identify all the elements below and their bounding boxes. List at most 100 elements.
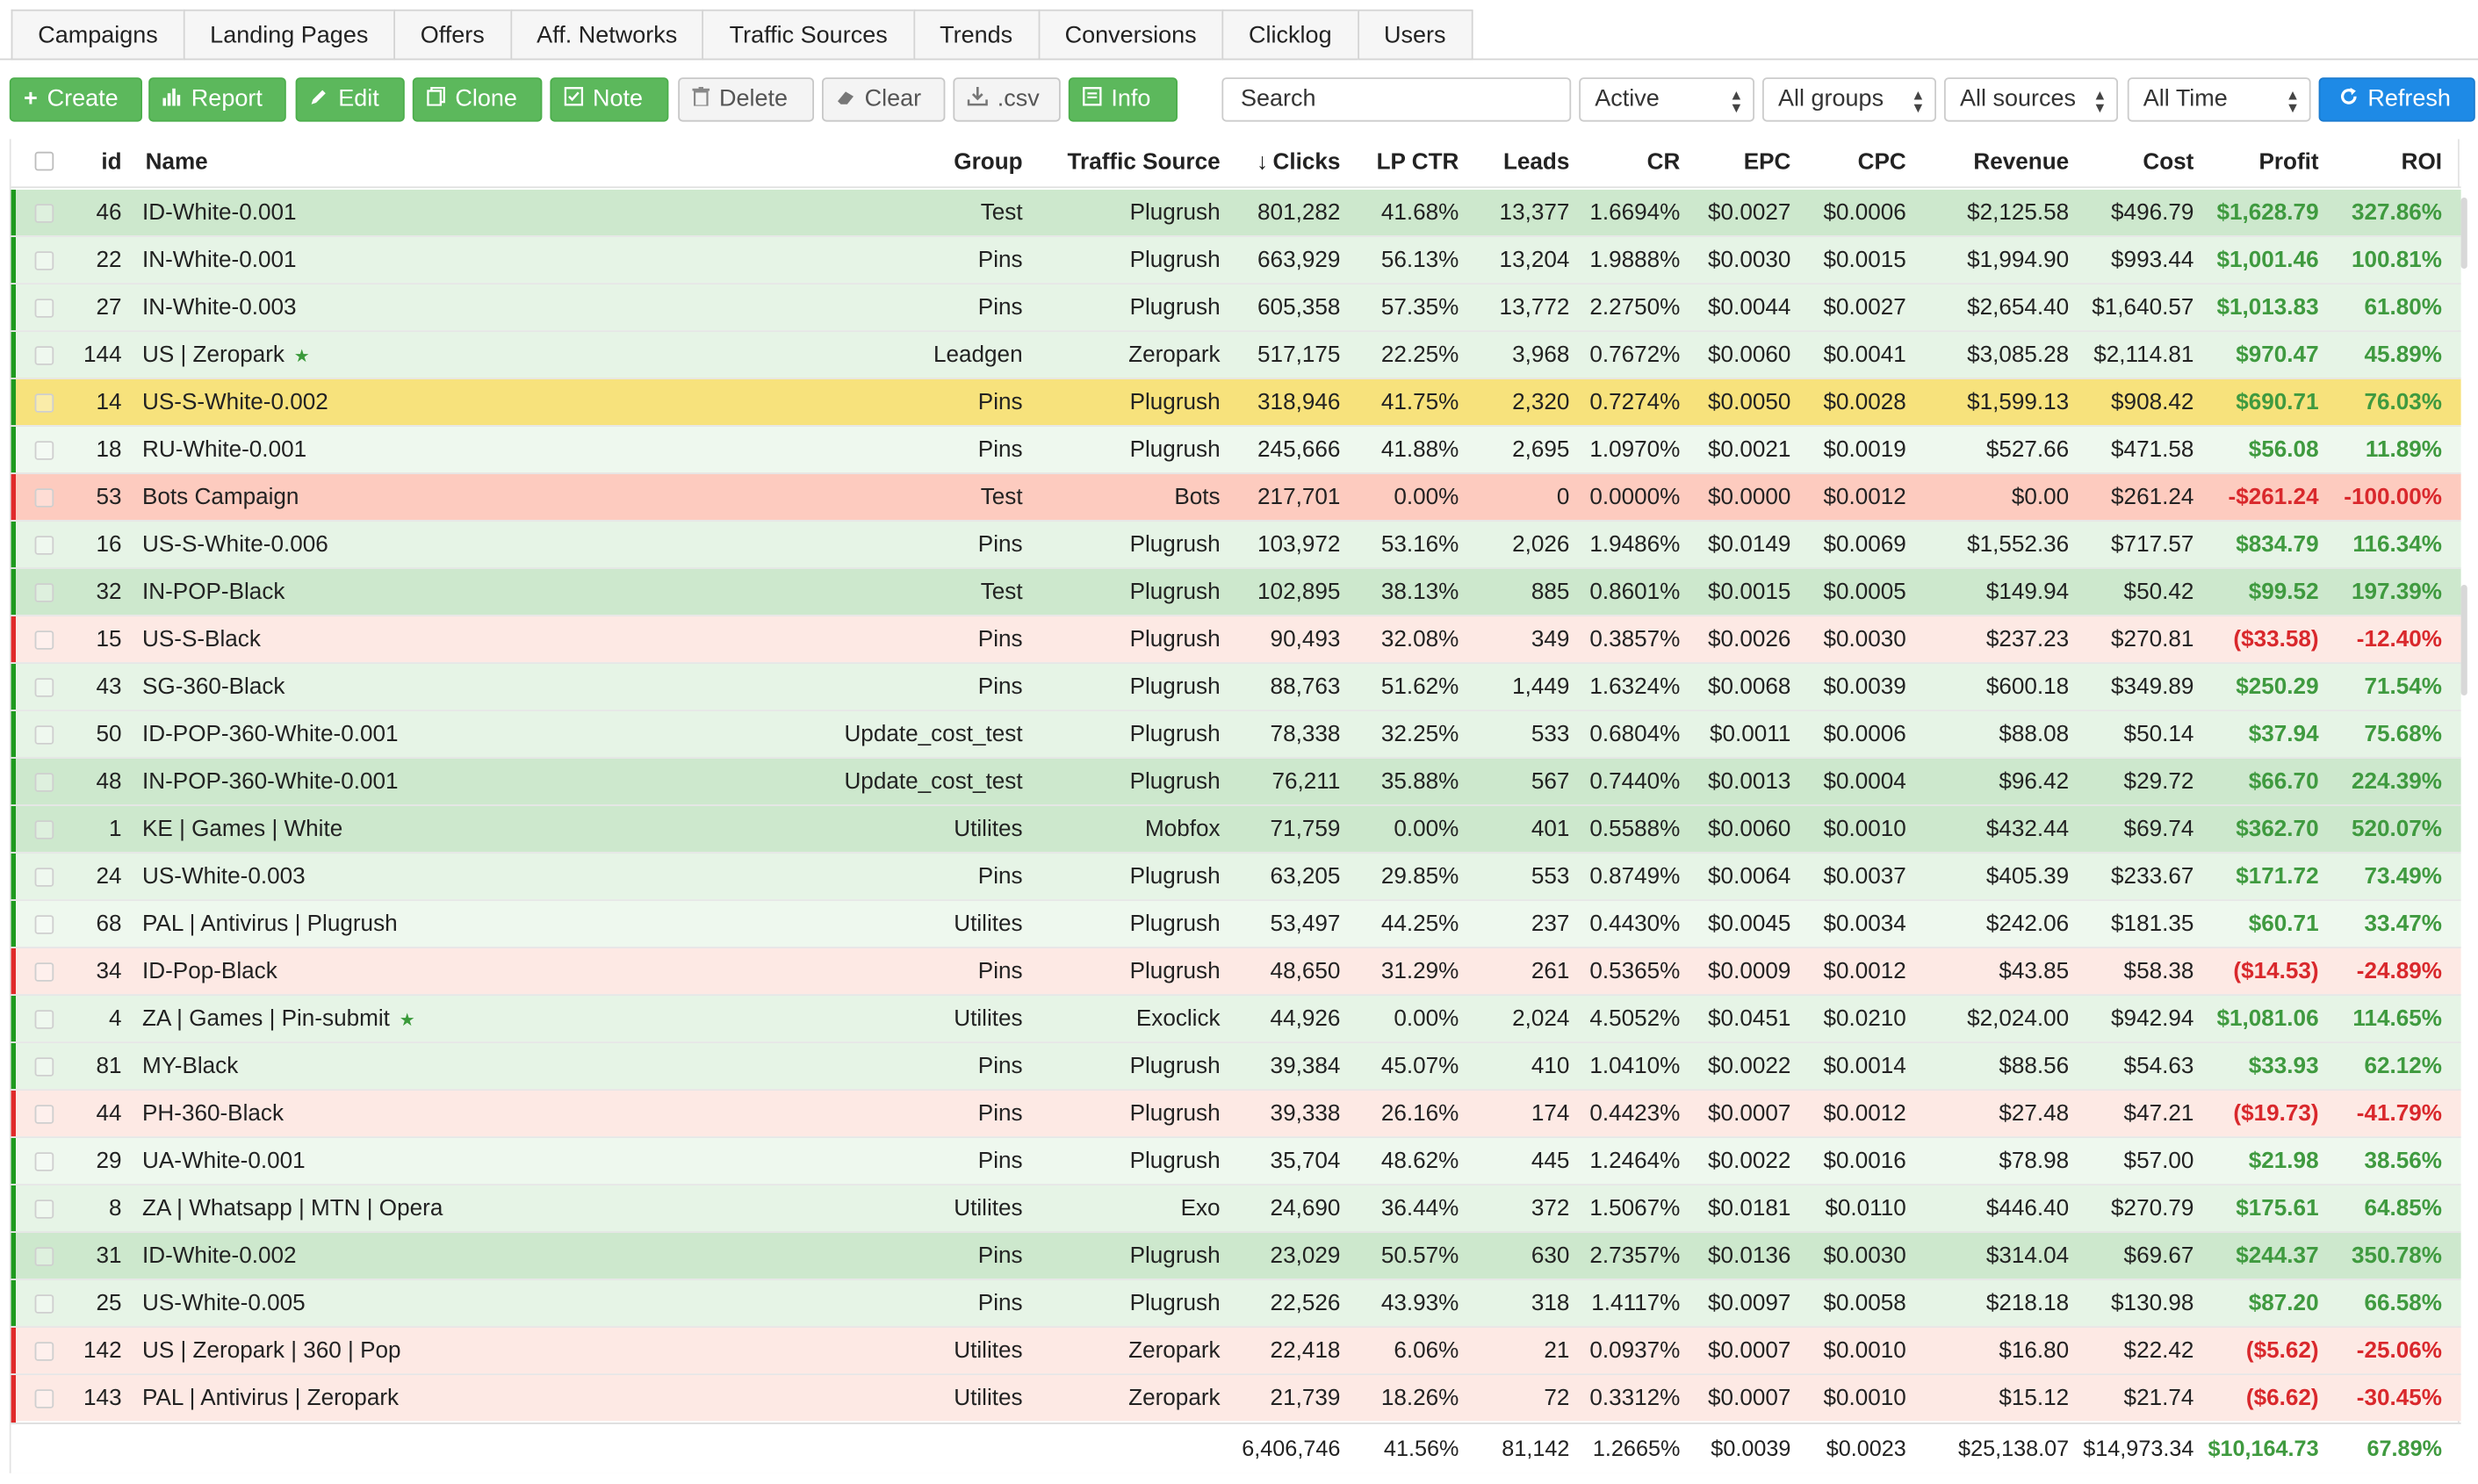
table-row[interactable]: 50 ID-POP-360-White-0.001 Update_cost_test…: [11, 710, 2461, 759]
row-checkbox[interactable]: [34, 1294, 54, 1314]
column-header-group[interactable]: Group: [954, 150, 1023, 176]
table-row[interactable]: 142 US | Zeropark | 360 | Pop Utilites Zero…: [11, 1326, 2461, 1375]
row-checkbox[interactable]: [34, 868, 54, 887]
column-header-traffic-source[interactable]: Traffic Source: [1067, 150, 1221, 176]
row-checkbox[interactable]: [34, 1247, 54, 1266]
table-row[interactable]: 32 IN-POP-Black Test Plugrush 102,895 38.13% 8…: [11, 567, 2461, 616]
cell-name[interactable]: KE | Games | White: [142, 817, 343, 843]
table-row[interactable]: 1 KE | Games | White Utilites Mobfox 71,759 0…: [11, 804, 2461, 854]
table-row[interactable]: 25 US-White-0.005 Pins Plugrush 22,526 43.93%…: [11, 1279, 2461, 1328]
column-header-roi[interactable]: ROI: [2401, 150, 2442, 176]
info-button[interactable]: Info: [1068, 77, 1178, 122]
table-row[interactable]: 29 UA-White-0.001 Pins Plugrush 35,704 48.62%…: [11, 1136, 2461, 1185]
clone-button[interactable]: Clone: [412, 77, 543, 122]
column-header-clicks[interactable]: ↓ Clicks: [1257, 150, 1341, 176]
row-checkbox[interactable]: [34, 299, 54, 318]
table-row[interactable]: 48 IN-POP-360-White-0.001 Update_cost_test…: [11, 757, 2461, 806]
cell-name[interactable]: UA-White-0.001: [142, 1149, 306, 1175]
search-input[interactable]: Search: [1221, 77, 1572, 122]
row-checkbox[interactable]: [34, 536, 54, 555]
column-header-profit[interactable]: Profit: [2258, 150, 2319, 176]
column-header-cr[interactable]: CR: [1646, 150, 1681, 176]
edit-button[interactable]: Edit: [295, 77, 405, 122]
row-checkbox[interactable]: [34, 725, 54, 745]
cell-name[interactable]: PAL | Antivirus | Zeropark: [142, 1386, 400, 1412]
tab-campaigns[interactable]: Campaigns: [11, 9, 184, 61]
row-checkbox[interactable]: [34, 1199, 54, 1219]
table-row[interactable]: 24 US-White-0.003 Pins Plugrush 63,205 29.85%…: [11, 852, 2461, 901]
source-select[interactable]: All sources ▲ ▼: [1944, 77, 2118, 122]
group-select[interactable]: All groups ▲ ▼: [1762, 77, 1936, 122]
table-row[interactable]: 31 ID-White-0.002 Pins Plugrush 23,029 50.57%…: [11, 1231, 2461, 1280]
table-row[interactable]: 81 MY-Black Pins Plugrush 39,384 45.07% 410 1.0…: [11, 1041, 2461, 1091]
column-header-lp-ctr[interactable]: LP CTR: [1376, 150, 1459, 176]
table-row[interactable]: 144 US | Zeropark ★ Leadgen Zeropark 517,175 2…: [11, 330, 2461, 379]
cell-name[interactable]: US | Zeropark | 360 | Pop: [142, 1338, 401, 1365]
tab-landing-pages[interactable]: Landing Pages: [183, 9, 394, 61]
create-button[interactable]: + Create: [9, 77, 142, 122]
table-row[interactable]: 22 IN-White-0.001 Pins Plugrush 663,929 56.13…: [11, 235, 2461, 285]
status-select[interactable]: Active ▲ ▼: [1579, 77, 1754, 122]
note-button[interactable]: Note: [550, 77, 669, 122]
row-checkbox[interactable]: [34, 1342, 54, 1361]
column-header-epc[interactable]: EPC: [1743, 150, 1791, 176]
tab-conversions[interactable]: Conversions: [1037, 9, 1222, 61]
cell-name[interactable]: IN-White-0.003: [142, 295, 297, 321]
table-row[interactable]: 16 US-S-White-0.006 Pins Plugrush 103,972 53.…: [11, 520, 2461, 569]
row-checkbox[interactable]: [34, 1152, 54, 1171]
tab-traffic-sources[interactable]: Traffic Sources: [702, 9, 913, 61]
csv-export-button[interactable]: .csv: [953, 77, 1061, 122]
cell-name[interactable]: ID-POP-360-White-0.001: [142, 722, 399, 748]
scrollbar-thumb[interactable]: [2460, 585, 2467, 695]
cell-name[interactable]: IN-White-0.001: [142, 248, 297, 274]
cell-name[interactable]: US-S-White-0.006: [142, 532, 328, 558]
column-header-cpc[interactable]: CPC: [1857, 150, 1906, 176]
row-checkbox[interactable]: [34, 204, 54, 223]
row-checkbox[interactable]: [34, 1105, 54, 1124]
table-row[interactable]: 53 Bots Campaign Test Bots 217,701 0.00% 0 0.00…: [11, 472, 2461, 522]
row-checkbox[interactable]: [34, 488, 54, 508]
row-checkbox[interactable]: [34, 678, 54, 697]
table-row[interactable]: 27 IN-White-0.003 Pins Plugrush 605,358 57.35…: [11, 283, 2461, 332]
row-checkbox[interactable]: [34, 1389, 54, 1408]
table-row[interactable]: 44 PH-360-Black Pins Plugrush 39,338 26.16% 17…: [11, 1089, 2461, 1138]
cell-name[interactable]: US-White-0.003: [142, 864, 306, 890]
report-button[interactable]: Report: [148, 77, 286, 122]
row-checkbox[interactable]: [34, 915, 54, 934]
row-checkbox[interactable]: [34, 441, 54, 460]
cell-name[interactable]: US-S-Black: [142, 627, 261, 653]
row-checkbox[interactable]: [34, 1010, 54, 1029]
cell-name[interactable]: PAL | Antivirus | Plugrush: [142, 911, 398, 938]
select-all-checkbox[interactable]: [34, 151, 54, 171]
table-row[interactable]: 68 PAL | Antivirus | Plugrush Utilites Plug…: [11, 899, 2461, 948]
cell-name[interactable]: PH-360-Black: [142, 1101, 285, 1127]
cell-name[interactable]: Bots Campaign: [142, 485, 299, 511]
row-checkbox[interactable]: [34, 773, 54, 792]
table-row[interactable]: 15 US-S-Black Pins Plugrush 90,493 32.08% 349 0…: [11, 615, 2461, 664]
tab-clicklog[interactable]: Clicklog: [1221, 9, 1358, 61]
cell-name[interactable]: IN-POP-360-White-0.001: [142, 769, 399, 796]
row-checkbox[interactable]: [34, 583, 54, 602]
row-checkbox[interactable]: [34, 630, 54, 650]
row-checkbox[interactable]: [34, 820, 54, 839]
delete-button[interactable]: Delete: [678, 77, 814, 122]
cell-name[interactable]: US-S-White-0.002: [142, 390, 328, 416]
cell-name[interactable]: MY-Black: [142, 1054, 239, 1080]
scrollbar-thumb[interactable]: [2460, 198, 2467, 269]
table-row[interactable]: 14 US-S-White-0.002 Pins Plugrush 318,946 41.…: [11, 378, 2461, 427]
refresh-button[interactable]: Refresh: [2318, 77, 2475, 122]
tab-trends[interactable]: Trends: [912, 9, 1038, 61]
cell-name[interactable]: ID-White-0.002: [142, 1243, 297, 1270]
table-row[interactable]: 18 RU-White-0.001 Pins Plugrush 245,666 41.88…: [11, 425, 2461, 474]
cell-name[interactable]: US-White-0.005: [142, 1291, 306, 1317]
column-header-leads[interactable]: Leads: [1502, 150, 1570, 176]
tab-aff-networks[interactable]: Aff. Networks: [509, 9, 703, 61]
time-range-select[interactable]: All Time ▲ ▼: [2127, 77, 2311, 122]
cell-name[interactable]: ZA | Whatsapp | MTN | Opera: [142, 1196, 443, 1222]
column-header-revenue[interactable]: Revenue: [1973, 150, 2070, 176]
clear-button[interactable]: Clear: [822, 77, 946, 122]
table-row[interactable]: 8 ZA | Whatsapp | MTN | Opera Utilites Exo 2…: [11, 1184, 2461, 1233]
row-checkbox[interactable]: [34, 346, 54, 365]
tab-users[interactable]: Users: [1357, 9, 1473, 61]
table-row[interactable]: 143 PAL | Antivirus | Zeropark Utilites Zer…: [11, 1373, 2461, 1423]
